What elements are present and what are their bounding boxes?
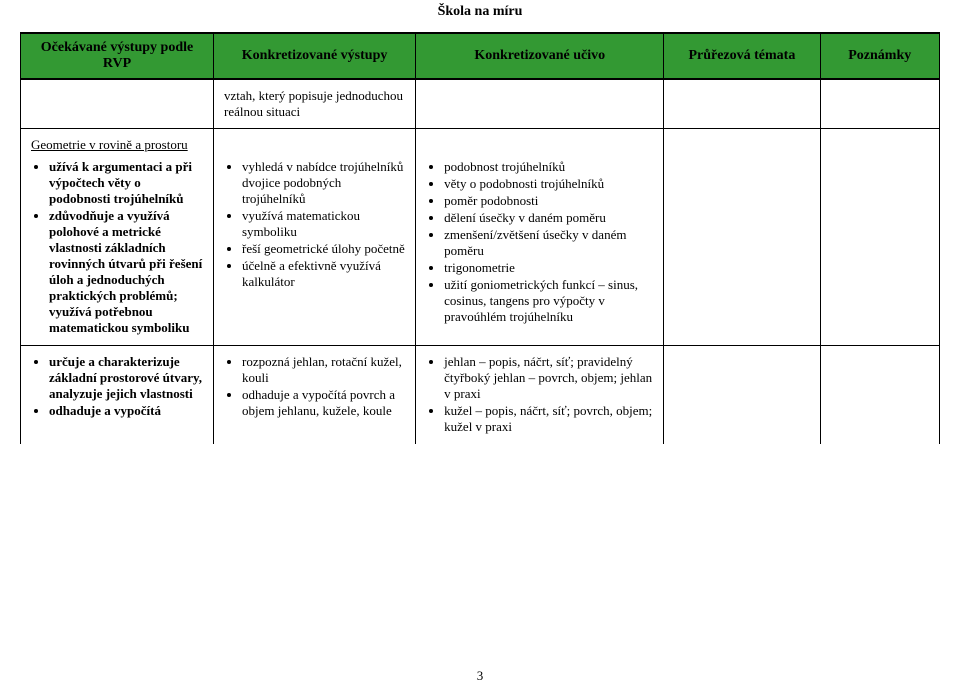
cell: podobnost trojúhelníků věty o podobnosti… <box>416 129 664 346</box>
col-header-1: Očekávané výstupy podle RVP <box>21 33 214 79</box>
bullet-list: určuje a charakterizuje základní prostor… <box>31 354 203 419</box>
list-item: jehlan – popis, náčrt, síť; pravidelný č… <box>444 354 653 402</box>
page-number: 3 <box>0 668 960 684</box>
bullet-list: jehlan – popis, náčrt, síť; pravidelný č… <box>426 354 653 435</box>
cell: vztah, který popisuje jednoduchou reálno… <box>213 79 415 129</box>
list-item: užití goniometrických funkcí – sinus, co… <box>444 277 653 325</box>
col-header-3: Konkretizované učivo <box>416 33 664 79</box>
col-header-2: Konkretizované výstupy <box>213 33 415 79</box>
list-item: užívá k argumentaci a při výpočtech věty… <box>49 159 203 207</box>
cell <box>664 79 820 129</box>
cell <box>664 129 820 346</box>
bullet-list: rozpozná jehlan, rotační kužel, kouli od… <box>224 354 405 419</box>
cell: Geometrie v rovině a prostoru užívá k ar… <box>21 129 214 346</box>
list-item: zdůvodňuje a využívá polohové a metrické… <box>49 208 203 336</box>
cell: jehlan – popis, náčrt, síť; pravidelný č… <box>416 346 664 445</box>
table-row: Geometrie v rovině a prostoru užívá k ar… <box>21 129 940 346</box>
table-header-row: Očekávané výstupy podle RVP Konkretizova… <box>21 33 940 79</box>
cell: rozpozná jehlan, rotační kužel, kouli od… <box>213 346 415 445</box>
bullet-list: podobnost trojúhelníků věty o podobnosti… <box>426 159 653 325</box>
doc-title: Škola na míru <box>20 0 940 20</box>
cell <box>21 79 214 129</box>
list-item: určuje a charakterizuje základní prostor… <box>49 354 203 402</box>
col-header-5: Poznámky <box>820 33 940 79</box>
list-item: rozpozná jehlan, rotační kužel, kouli <box>242 354 405 386</box>
cell: vyhledá v nabídce trojúhelníků dvojice p… <box>213 129 415 346</box>
section-heading: Geometrie v rovině a prostoru <box>31 137 203 153</box>
list-item: kužel – popis, náčrt, síť; povrch, objem… <box>444 403 653 435</box>
bullet-list: vyhledá v nabídce trojúhelníků dvojice p… <box>224 159 405 290</box>
list-item: účelně a efektivně využívá kalkulátor <box>242 258 405 290</box>
cell <box>820 129 940 346</box>
cell <box>416 79 664 129</box>
table-row: vztah, který popisuje jednoduchou reálno… <box>21 79 940 129</box>
bullet-list: užívá k argumentaci a při výpočtech věty… <box>31 159 203 336</box>
cell: určuje a charakterizuje základní prostor… <box>21 346 214 445</box>
list-item: zmenšení/zvětšení úsečky v daném poměru <box>444 227 653 259</box>
list-item: vyhledá v nabídce trojúhelníků dvojice p… <box>242 159 405 207</box>
cell <box>820 346 940 445</box>
cell <box>820 79 940 129</box>
list-item: řeší geometrické úlohy početně <box>242 241 405 257</box>
curriculum-table: Očekávané výstupy podle RVP Konkretizova… <box>20 32 940 444</box>
fragment-text: vztah, který popisuje jednoduchou reálno… <box>224 88 403 119</box>
list-item: odhaduje a vypočítá povrch a objem jehla… <box>242 387 405 419</box>
list-item: poměr podobnosti <box>444 193 653 209</box>
list-item: podobnost trojúhelníků <box>444 159 653 175</box>
list-item: využívá matematickou symboliku <box>242 208 405 240</box>
list-item: trigonometrie <box>444 260 653 276</box>
cell <box>664 346 820 445</box>
list-item: odhaduje a vypočítá <box>49 403 203 419</box>
list-item: věty o podobnosti trojúhelníků <box>444 176 653 192</box>
col-header-4: Průřezová témata <box>664 33 820 79</box>
table-row: určuje a charakterizuje základní prostor… <box>21 346 940 445</box>
list-item: dělení úsečky v daném poměru <box>444 210 653 226</box>
